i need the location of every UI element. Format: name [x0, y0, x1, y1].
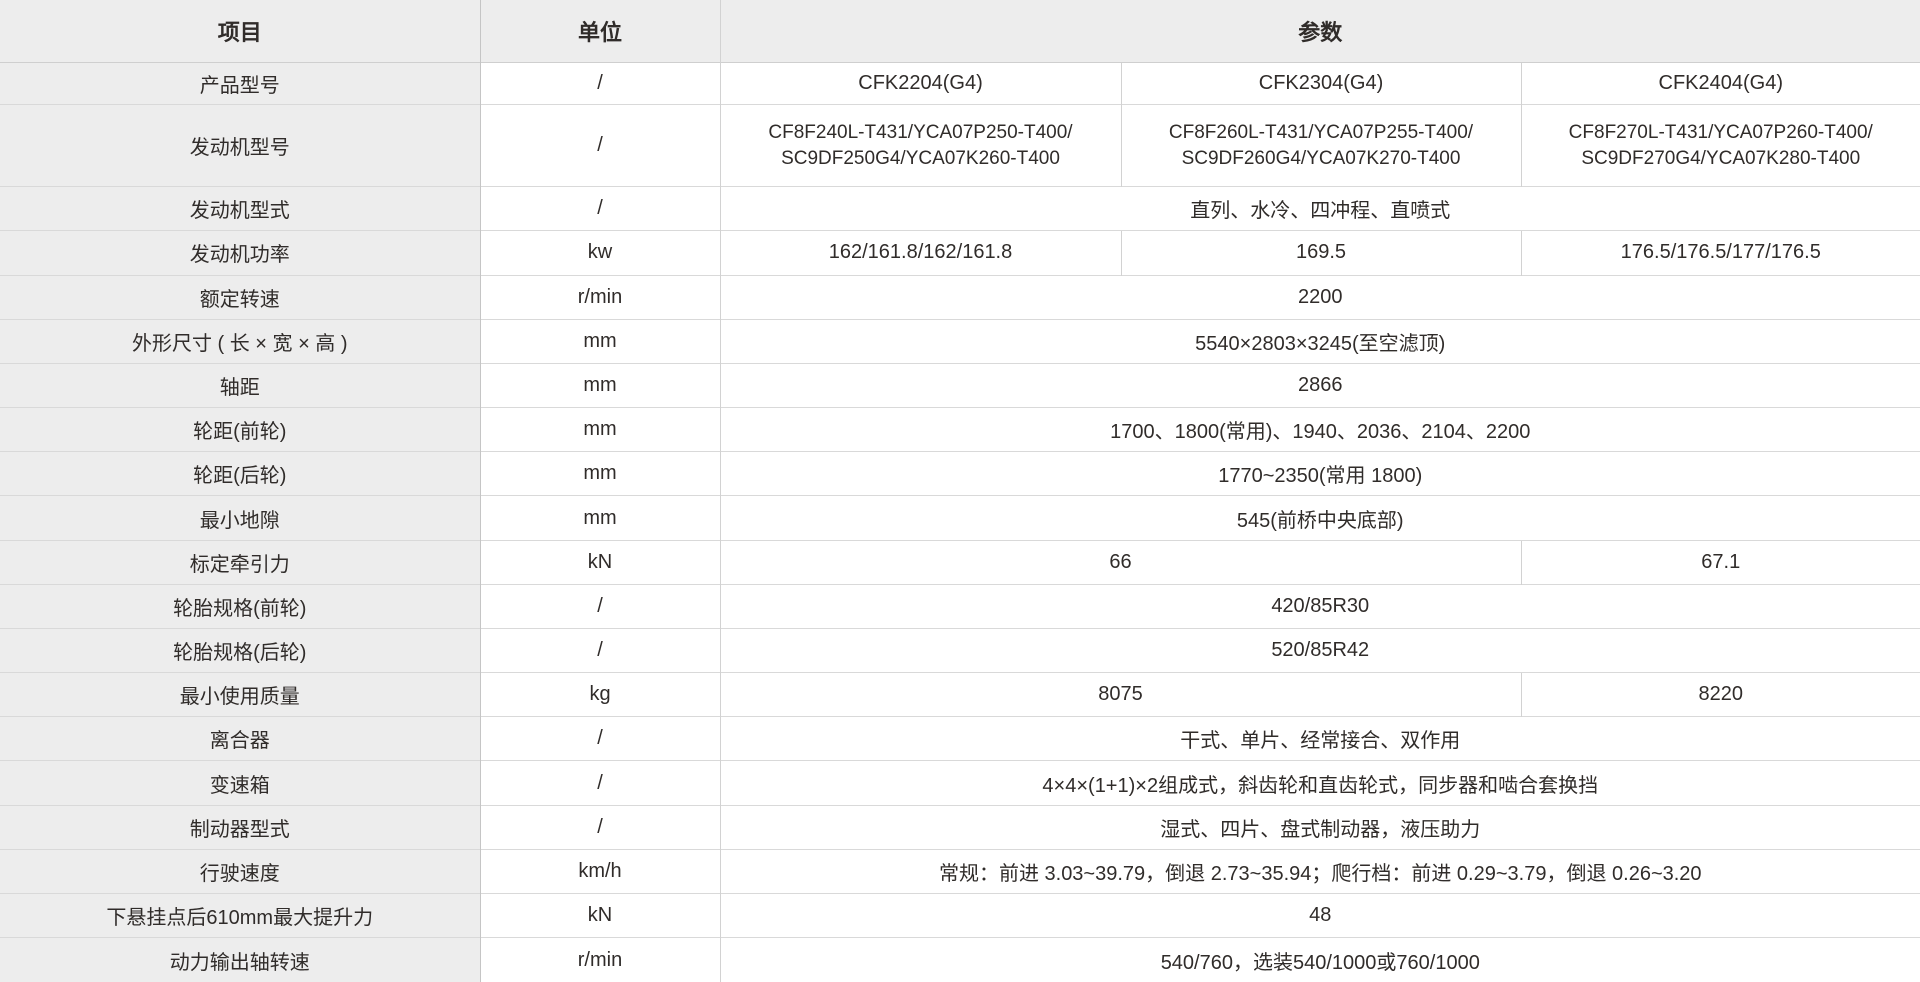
param-value: 4×4×(1+1)×2组成式，斜齿轮和直齿轮式，同步器和啮合套换挡 [719, 760, 1920, 806]
row-unit: km/h [479, 848, 720, 894]
header-params: 参数 [719, 0, 1920, 63]
param-value: CF8F270L-T431/YCA07P260-T400/ SC9DF270G4… [1520, 103, 1920, 187]
param-value: 8075 [719, 672, 1521, 717]
row-unit: / [479, 627, 720, 673]
param-value: CFK2204(G4) [719, 61, 1121, 105]
param-value: 169.5 [1120, 230, 1521, 276]
row-unit: / [479, 760, 720, 806]
param-value: 5540×2803×3245(至空滤顶) [719, 318, 1920, 364]
table-row: 最小地隙 mm 545(前桥中央底部) [0, 495, 1920, 541]
table-row: 轮距(后轮) mm 1770~2350(常用 1800) [0, 451, 1920, 496]
row-unit: mm [479, 495, 720, 541]
table-row: 制动器型式 / 湿式、四片、盘式制动器，液压助力 [0, 804, 1920, 850]
table-row: 轮胎规格(后轮) / 520/85R42 [0, 627, 1920, 673]
row-label: 变速箱 [0, 760, 480, 806]
row-label: 轴距 [0, 362, 480, 408]
row-unit: / [479, 804, 720, 850]
row-unit: / [479, 716, 720, 761]
table-row: 离合器 / 干式、单片、经常接合、双作用 [0, 716, 1920, 761]
row-unit: / [479, 583, 720, 629]
row-label: 下悬挂点后610mm最大提升力 [0, 892, 480, 938]
param-value: 1770~2350(常用 1800) [719, 451, 1920, 496]
param-value: 2200 [719, 274, 1920, 320]
row-unit: mm [479, 451, 720, 496]
row-label: 标定牵引力 [0, 539, 480, 585]
row-label: 动力输出轴转速 [0, 937, 480, 982]
row-unit: r/min [479, 937, 720, 982]
param-value: CF8F240L-T431/YCA07P250-T400/ SC9DF250G4… [719, 103, 1121, 187]
row-unit: mm [479, 318, 720, 364]
row-label: 发动机功率 [0, 230, 480, 276]
param-value: 162/161.8/162/161.8 [719, 230, 1121, 276]
row-unit: kg [479, 672, 720, 717]
table-row: 变速箱 / 4×4×(1+1)×2组成式，斜齿轮和直齿轮式，同步器和啮合套换挡 [0, 760, 1920, 806]
row-label: 额定转速 [0, 274, 480, 320]
table-row: 最小使用质量 kg 8075 8220 [0, 672, 1920, 717]
table-row: 发动机型式 / 直列、水冷、四冲程、直喷式 [0, 186, 1920, 231]
row-label: 最小使用质量 [0, 672, 480, 717]
header-row: 项目 单位 参数 [0, 0, 1920, 63]
row-unit: mm [479, 362, 720, 408]
row-label: 发动机型式 [0, 186, 480, 231]
param-value: 干式、单片、经常接合、双作用 [719, 716, 1920, 761]
param-value: 420/85R30 [719, 583, 1920, 629]
row-label: 轮距(后轮) [0, 451, 480, 496]
row-label: 轮距(前轮) [0, 407, 480, 452]
param-value: 520/85R42 [719, 627, 1920, 673]
param-value: 545(前桥中央底部) [719, 495, 1920, 541]
row-label: 轮胎规格(前轮) [0, 583, 480, 629]
row-label: 制动器型式 [0, 804, 480, 850]
header-item: 项目 [0, 0, 480, 63]
table-row: 行驶速度 km/h 常规：前进 3.03~39.79，倒退 2.73~35.94… [0, 848, 1920, 894]
table-row: 外形尺寸 ( 长 × 宽 × 高 ) mm 5540×2803×3245(至空滤… [0, 318, 1920, 364]
row-label: 发动机型号 [0, 103, 480, 187]
param-value: 1700、1800(常用)、1940、2036、2104、2200 [719, 407, 1920, 452]
table-row: 发动机型号 / CF8F240L-T431/YCA07P250-T400/ SC… [0, 103, 1920, 187]
row-label: 轮胎规格(后轮) [0, 627, 480, 673]
param-value: 8220 [1520, 672, 1920, 717]
param-value: 常规：前进 3.03~39.79，倒退 2.73~35.94；爬行档：前进 0.… [719, 848, 1920, 894]
row-unit: / [479, 103, 720, 187]
row-unit: / [479, 61, 720, 105]
table-row: 下悬挂点后610mm最大提升力 kN 48 [0, 892, 1920, 938]
row-label: 离合器 [0, 716, 480, 761]
table-row: 轴距 mm 2866 [0, 362, 1920, 408]
table-row: 轮胎规格(前轮) / 420/85R30 [0, 583, 1920, 629]
table-row: 动力输出轴转速 r/min 540/760，选装540/1000或760/100… [0, 937, 1920, 982]
row-label: 产品型号 [0, 61, 480, 105]
table-row: 轮距(前轮) mm 1700、1800(常用)、1940、2036、2104、2… [0, 407, 1920, 452]
row-unit: kN [479, 892, 720, 938]
row-label: 行驶速度 [0, 848, 480, 894]
param-value: 48 [719, 892, 1920, 938]
row-unit: mm [479, 407, 720, 452]
table-row: 发动机功率 kw 162/161.8/162/161.8 169.5 176.5… [0, 230, 1920, 276]
param-value: CFK2304(G4) [1120, 61, 1521, 105]
param-value: 66 [719, 539, 1521, 585]
row-unit: r/min [479, 274, 720, 320]
row-label: 外形尺寸 ( 长 × 宽 × 高 ) [0, 318, 480, 364]
param-value: 176.5/176.5/177/176.5 [1520, 230, 1920, 276]
param-value: 直列、水冷、四冲程、直喷式 [719, 186, 1920, 231]
row-unit: / [479, 186, 720, 231]
param-value: 湿式、四片、盘式制动器，液压助力 [719, 804, 1920, 850]
param-value: CFK2404(G4) [1520, 61, 1920, 105]
param-value: 67.1 [1520, 539, 1920, 585]
param-value: CF8F260L-T431/YCA07P255-T400/ SC9DF260G4… [1120, 103, 1521, 187]
row-unit: kN [479, 539, 720, 585]
row-unit: kw [479, 230, 720, 276]
row-label: 最小地隙 [0, 495, 480, 541]
param-value: 2866 [719, 362, 1920, 408]
table-row: 产品型号 / CFK2204(G4) CFK2304(G4) CFK2404(G… [0, 61, 1920, 105]
table-row: 额定转速 r/min 2200 [0, 274, 1920, 320]
header-unit: 单位 [479, 0, 720, 63]
table-row: 标定牵引力 kN 66 67.1 [0, 539, 1920, 585]
param-value: 540/760，选装540/1000或760/1000 [719, 937, 1920, 982]
